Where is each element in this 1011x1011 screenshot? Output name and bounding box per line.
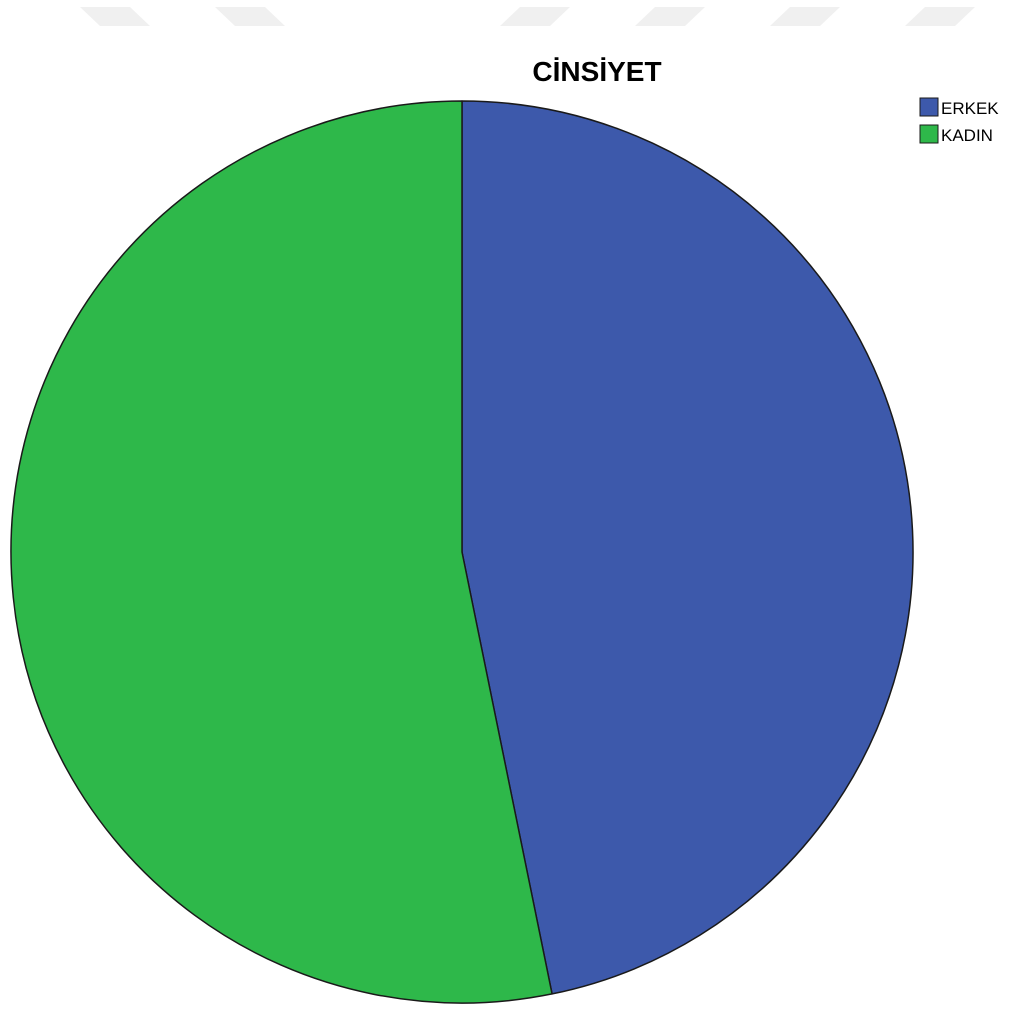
chart-title: CİNSİYET (532, 56, 661, 87)
legend-label-kadin: KADIN (941, 126, 993, 145)
legend: ERKEK KADIN (919, 97, 999, 145)
decorative-stripes (80, 7, 975, 26)
legend-swatch-kadin (919, 124, 939, 144)
legend-label-erkek: ERKEK (941, 99, 999, 118)
legend-swatch-erkek (919, 97, 939, 117)
pie-slice-kadin (10, 100, 553, 1004)
pie-slices (10, 100, 914, 1004)
pie-slice-erkek (461, 100, 914, 995)
